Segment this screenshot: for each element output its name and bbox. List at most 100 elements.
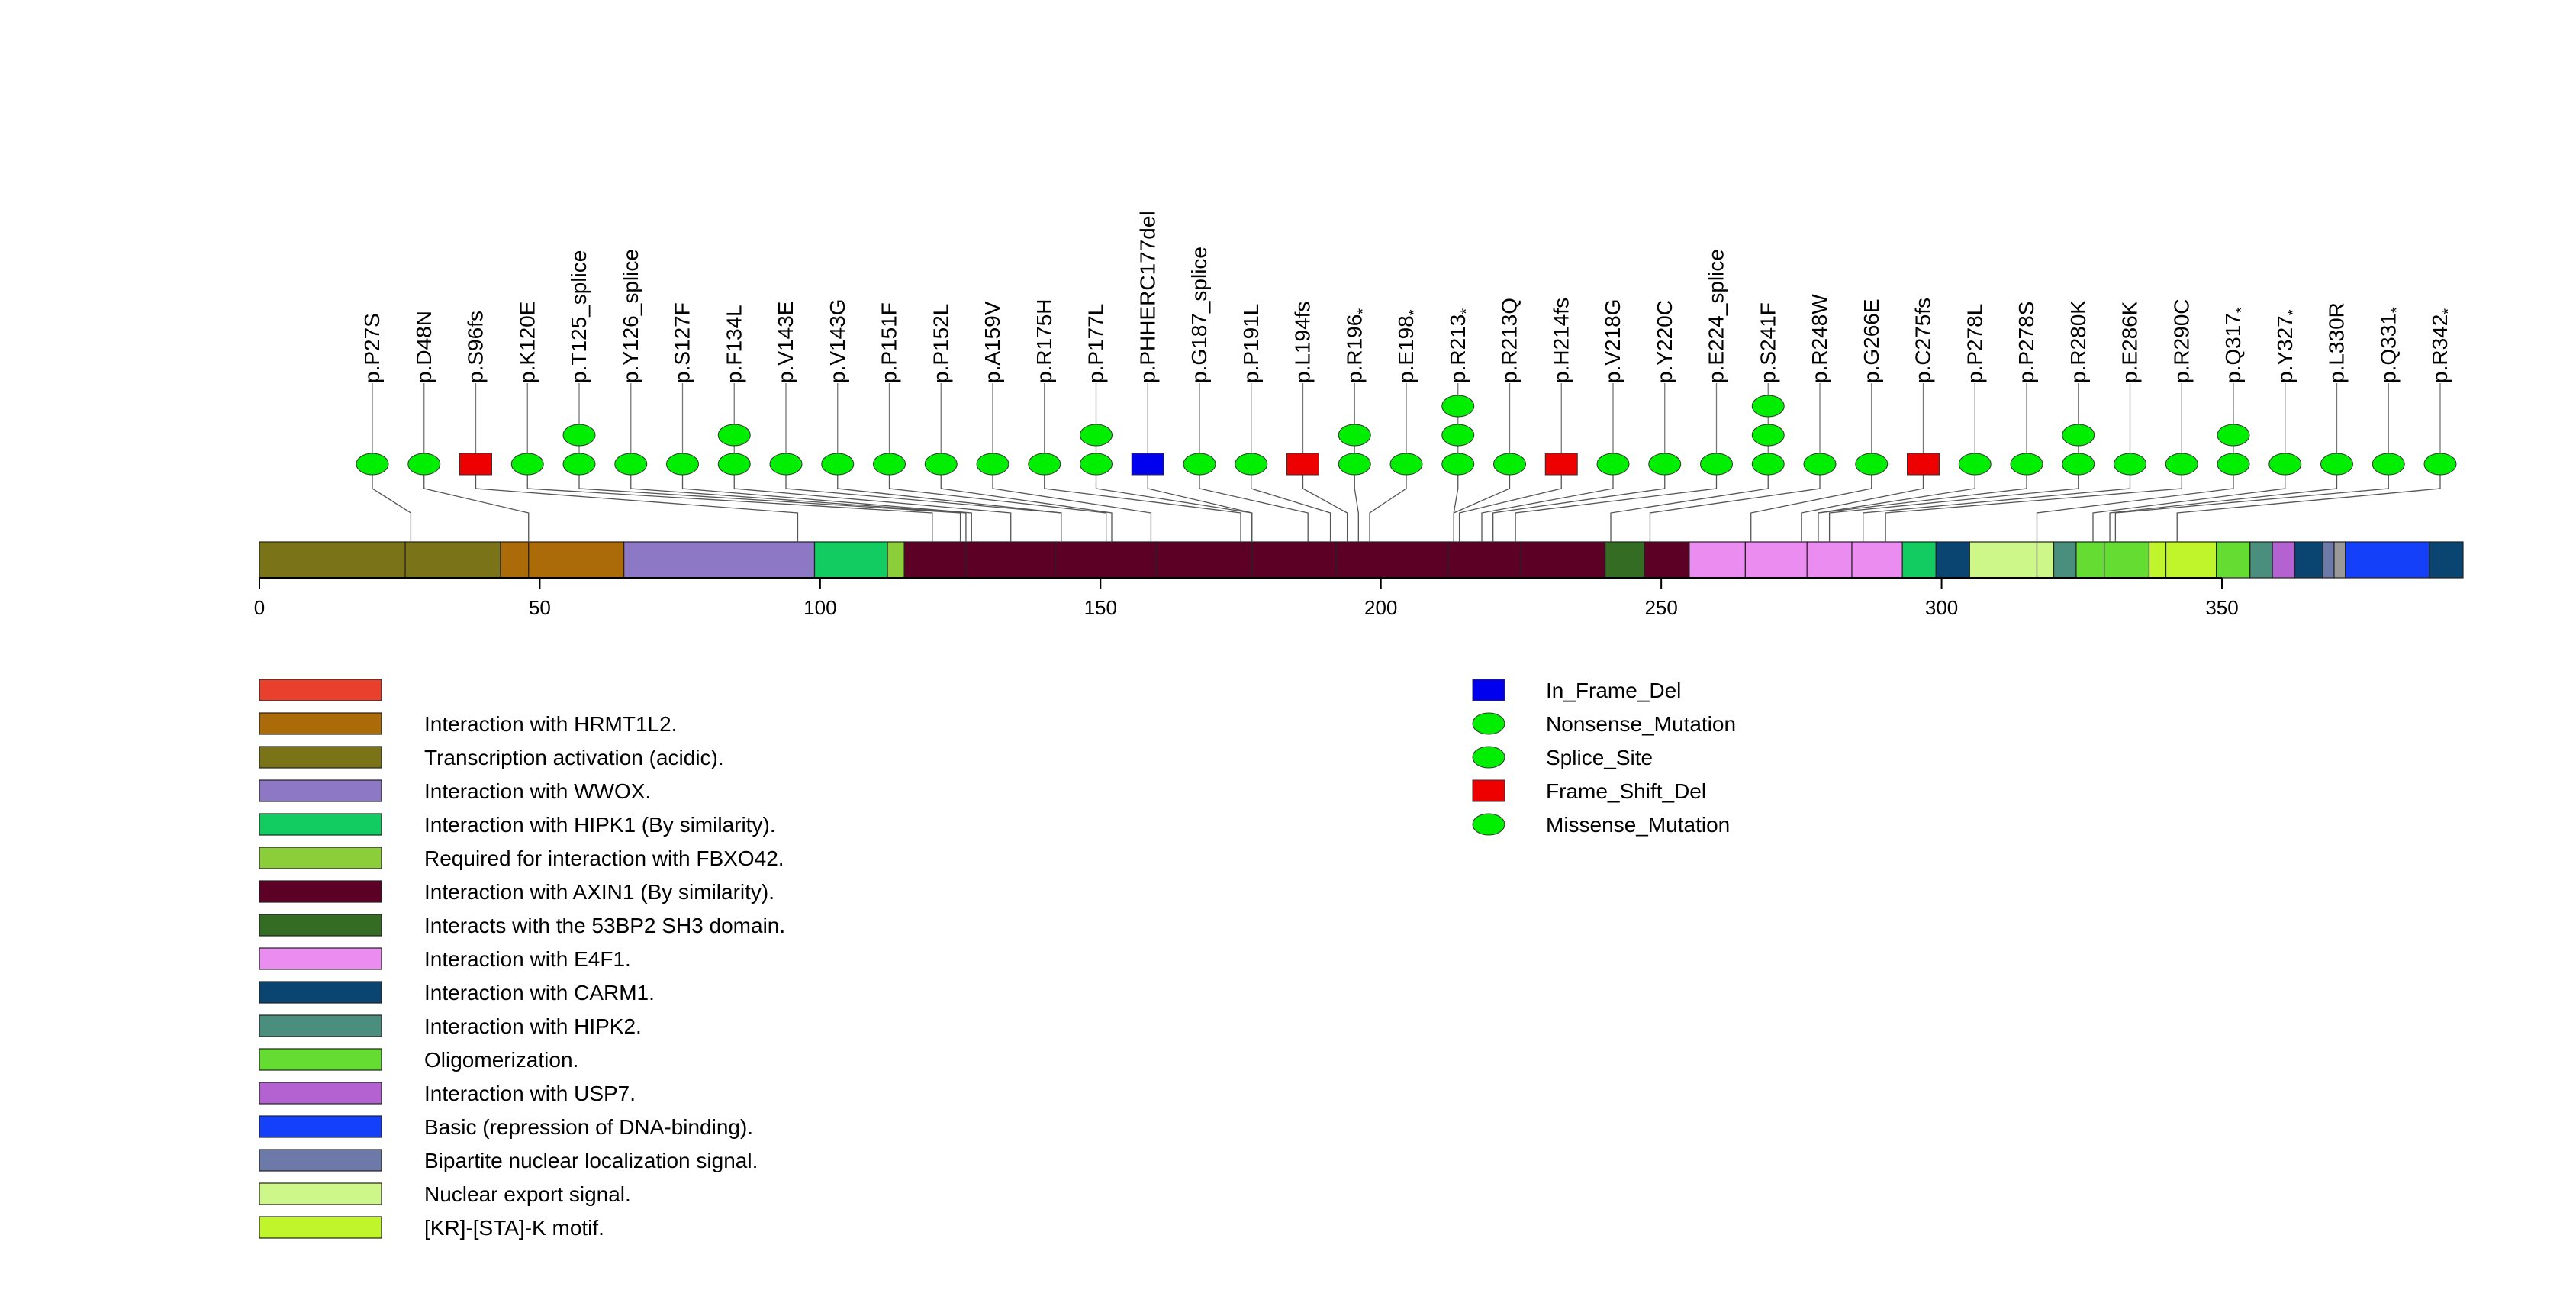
mutation-marker: [1338, 424, 1370, 446]
mutation-marker: [667, 453, 699, 475]
mutation-label: p.S127F: [671, 302, 694, 383]
domain-segment-22: [1936, 542, 1969, 578]
mutation-p-r213: p.R213*: [1442, 308, 1475, 542]
mutation-connector: [1303, 464, 1348, 542]
axis-tick-label-50: 50: [529, 596, 551, 619]
mutation-label: p.F134L: [722, 305, 745, 383]
mutation-marker: [1132, 453, 1164, 475]
mutation-label: p.Q331*: [2376, 307, 2405, 383]
mutation-marker: [563, 453, 595, 475]
mutation-marker: [1338, 453, 1370, 475]
mutation-p-r196: p.R196*: [1338, 308, 1371, 542]
mutation-marker: [2372, 453, 2404, 475]
mutation-legend-symbol: [1473, 679, 1505, 701]
domain-segment-24: [2037, 542, 2054, 578]
mutation-marker: [925, 453, 957, 475]
mutation-marker: [1752, 424, 1784, 446]
mutation-label: p.R175H: [1032, 298, 1056, 383]
mutation-label: p.H214fs: [1549, 298, 1573, 383]
mutation-connector: [527, 464, 932, 542]
domain-segment-13: [1448, 542, 1521, 578]
domain-legend-label: Interaction with USP7.: [424, 1082, 636, 1105]
mutation-marker: [1287, 453, 1319, 475]
domain-legend-swatch: [259, 780, 382, 801]
mutation-legend-item-nonsense-mutation: Nonsense_Mutation: [1473, 712, 1736, 736]
mutation-marker: [1649, 453, 1681, 475]
domain-legend-swatch: [259, 881, 382, 902]
mutation-label: p.V218G: [1601, 298, 1624, 383]
mutation-connector: [890, 464, 1106, 542]
domain-legend-label: Interaction with HRMT1L2.: [424, 712, 677, 736]
mutation-connector: [1096, 464, 1252, 542]
mutation-label: p.T125_splice: [567, 250, 591, 383]
protein-domain-track: [259, 542, 2463, 578]
mutation-label: p.G187_splice: [1187, 247, 1211, 383]
mutation-marker: [1597, 453, 1629, 475]
domain-legend-label: Interaction with HIPK2.: [424, 1014, 642, 1038]
mutation-connector: [1493, 464, 1665, 542]
mutation-connector: [1818, 464, 1975, 542]
domain-segment-16: [1644, 542, 1689, 578]
mutation-marker: [356, 453, 388, 475]
mutation-legend-label: Splice_Site: [1546, 746, 1653, 769]
mutation-label: p.PHHERC177del: [1135, 211, 1159, 383]
mutation-p-l194fs: p.L194fs: [1287, 302, 1348, 542]
domain-legend-item-0: [259, 679, 382, 701]
axis-tick-label-100: 100: [803, 596, 836, 619]
domain-segment-3: [529, 542, 624, 578]
mutation-marker: [822, 453, 854, 475]
mutation-label: p.E224_splice: [1705, 249, 1728, 383]
domain-legend-item-12: Interaction with USP7.: [259, 1082, 636, 1105]
domain-legend-swatch: [259, 982, 382, 1003]
mutation-p-p191l: p.P191L: [1235, 304, 1331, 542]
mutation-marker: [615, 453, 647, 475]
domain-legend-label: Oligomerization.: [424, 1048, 578, 1072]
mutation-label: p.P177L: [1084, 304, 1108, 383]
mutation-marker: [1494, 453, 1526, 475]
mutation-p-r342: p.R342*: [2177, 308, 2457, 542]
mutation-label: p.R280K: [2066, 300, 2090, 383]
mutation-marker: [1235, 453, 1267, 475]
mutation-marker: [2011, 453, 2043, 475]
mutation-marker: [874, 453, 906, 475]
domain-segment-14: [1521, 542, 1605, 578]
domain-segment-6: [887, 542, 904, 578]
mutation-legend-item-in-frame-del: In_Frame_Del: [1473, 679, 1681, 702]
domain-segment-1: [405, 542, 501, 578]
mutation-marker: [408, 453, 440, 475]
mutation-connector: [372, 464, 411, 542]
mutation-lollipop-plot: 0 50 100 150 200 250 300 350 p.P27S p.D48N p.S96f…: [0, 0, 2576, 1290]
mutation-type-legend: In_Frame_Del Nonsense_Mutation Splice_Site…: [1473, 679, 1736, 837]
mutation-connector: [2177, 464, 2440, 542]
domain-legend-item-6: Interaction with AXIN1 (By similarity).: [259, 880, 774, 904]
domain-legend-item-1: Interaction with HRMT1L2.: [259, 712, 677, 736]
mutation-marker: [1080, 424, 1113, 446]
mutation-marker: [2217, 453, 2249, 475]
mutation-label: p.E286K: [2118, 301, 2142, 383]
domain-segment-20: [1852, 542, 1902, 578]
domain-legend-swatch: [259, 1015, 382, 1037]
domain-segment-17: [1689, 542, 1745, 578]
domain-legend-item-15: Nuclear export signal.: [259, 1182, 631, 1206]
domain-segment-32: [2272, 542, 2294, 578]
mutation-marker: [1390, 453, 1422, 475]
domain-legend-label: Interaction with CARM1.: [424, 981, 655, 1005]
mutation-marker: [1752, 395, 1784, 417]
mutation-label: p.V143E: [774, 302, 797, 383]
mutation-legend-label: Missense_Mutation: [1546, 813, 1730, 837]
mutation-label: p.A159V: [980, 301, 1004, 383]
domain-legend: Interaction with HRMT1L2. Transcription a…: [259, 679, 785, 1240]
axis-tick-label-350: 350: [2205, 596, 2238, 619]
domain-segment-19: [1807, 542, 1852, 578]
domain-legend-item-7: Interacts with the 53BP2 SH3 domain.: [259, 914, 785, 937]
mutation-label: p.P152L: [929, 304, 952, 383]
mutation-marker: [1701, 453, 1733, 475]
domain-legend-swatch: [259, 814, 382, 835]
domain-segment-4: [624, 542, 815, 578]
mutation-p-p27s: p.P27S: [356, 313, 411, 542]
x-axis: 0 50 100 150 200 250 300 350: [254, 578, 2239, 619]
mutation-legend-item-frame-shift-del: Frame_Shift_Del: [1473, 779, 1706, 803]
domain-segment-0: [259, 542, 405, 578]
domain-segment-5: [815, 542, 888, 578]
mutation-p-q331: p.Q331*: [2115, 307, 2405, 542]
